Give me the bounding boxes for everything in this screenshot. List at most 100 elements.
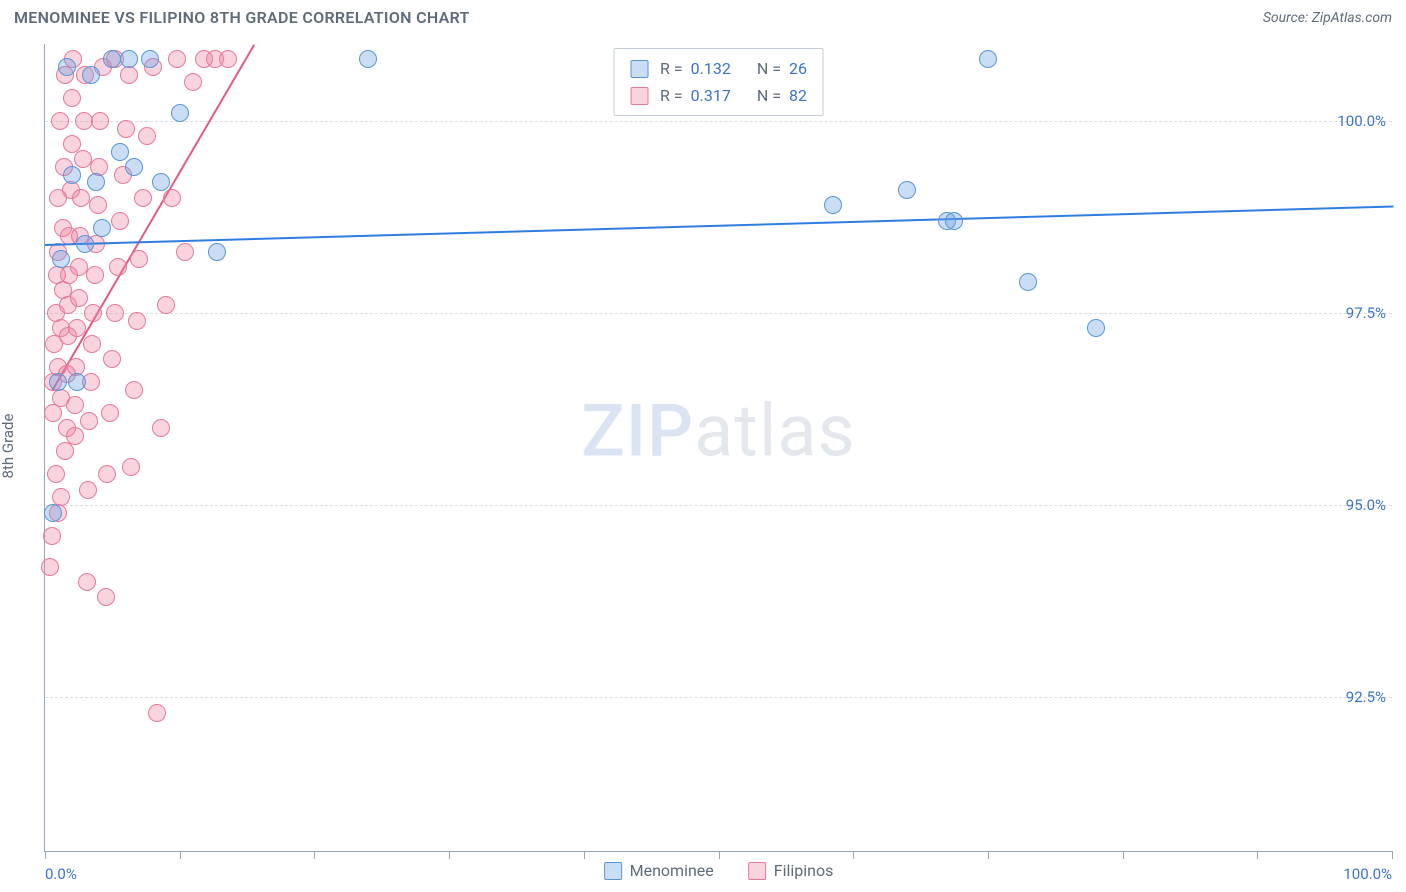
swatch-menominee xyxy=(630,60,648,78)
watermark-zip: ZIP xyxy=(581,389,694,474)
data-point-menominee xyxy=(945,212,963,230)
stat-n-label: N = xyxy=(757,55,781,82)
data-point-filipinos xyxy=(47,465,65,483)
gridline xyxy=(45,697,1392,698)
data-point-filipinos xyxy=(117,120,135,138)
data-point-filipinos xyxy=(148,704,166,722)
series-legend: Menominee Filipinos xyxy=(604,861,834,880)
y-tick-label: 97.5% xyxy=(1346,304,1386,322)
data-point-menominee xyxy=(49,373,67,391)
x-axis-min-label: 0.0% xyxy=(45,865,77,883)
stats-row-filipinos: R = 0.317 N = 82 xyxy=(630,82,807,109)
data-point-menominee xyxy=(63,166,81,184)
data-point-menominee xyxy=(76,235,94,253)
data-point-filipinos xyxy=(56,442,74,460)
data-point-filipinos xyxy=(157,296,175,314)
data-point-menominee xyxy=(87,173,105,191)
y-axis-title: 8th Grade xyxy=(0,414,17,479)
data-point-menominee xyxy=(52,250,70,268)
stat-r-label: R = xyxy=(660,82,683,109)
data-point-filipinos xyxy=(83,335,101,353)
y-tick-label: 100.0% xyxy=(1337,112,1386,130)
data-point-filipinos xyxy=(91,112,109,130)
legend-label: Menominee xyxy=(630,861,714,880)
stat-r-value-menominee: 0.132 xyxy=(691,55,731,82)
x-tick xyxy=(45,851,46,859)
data-point-menominee xyxy=(111,143,129,161)
data-point-filipinos xyxy=(86,266,104,284)
data-point-menominee xyxy=(1019,273,1037,291)
data-point-filipinos xyxy=(152,419,170,437)
x-tick xyxy=(1392,851,1393,859)
x-tick xyxy=(719,851,720,859)
stat-n-label: N = xyxy=(757,82,781,109)
data-point-menominee xyxy=(898,181,916,199)
stat-r-value-filipinos: 0.317 xyxy=(691,82,731,109)
data-point-menominee xyxy=(141,50,159,68)
data-point-filipinos xyxy=(43,527,61,545)
trend-line-filipinos xyxy=(51,45,255,392)
x-tick xyxy=(584,851,585,859)
x-tick xyxy=(1123,851,1124,859)
data-point-filipinos xyxy=(184,73,202,91)
data-point-filipinos xyxy=(68,319,86,337)
data-point-filipinos xyxy=(70,289,88,307)
data-point-filipinos xyxy=(84,304,102,322)
gridline xyxy=(45,505,1392,506)
chart-area: ZIPatlas R = 0.132 N = 26 R = 0.317 N = … xyxy=(44,44,1392,852)
x-tick xyxy=(449,851,450,859)
trend-line-menominee xyxy=(45,206,1393,246)
data-point-filipinos xyxy=(176,243,194,261)
chart-title: MENOMINEE VS FILIPINO 8TH GRADE CORRELAT… xyxy=(14,8,470,27)
data-point-filipinos xyxy=(97,588,115,606)
data-point-filipinos xyxy=(41,558,59,576)
stat-n-value-menominee: 26 xyxy=(789,55,807,82)
data-point-filipinos xyxy=(103,350,121,368)
data-point-menominee xyxy=(68,373,86,391)
data-point-filipinos xyxy=(163,189,181,207)
legend-item-menominee: Menominee xyxy=(604,861,714,880)
y-tick-label: 95.0% xyxy=(1346,496,1386,514)
watermark-atlas: atlas xyxy=(694,389,856,474)
chart-source: Source: ZipAtlas.com xyxy=(1263,10,1392,26)
swatch-filipinos xyxy=(630,87,648,105)
x-tick xyxy=(314,851,315,859)
data-point-filipinos xyxy=(63,89,81,107)
watermark: ZIPatlas xyxy=(581,389,855,474)
data-point-filipinos xyxy=(130,250,148,268)
data-point-filipinos xyxy=(134,189,152,207)
data-point-menominee xyxy=(979,50,997,68)
data-point-menominee xyxy=(359,50,377,68)
data-point-filipinos xyxy=(44,404,62,422)
stat-r-label: R = xyxy=(660,55,683,82)
data-point-filipinos xyxy=(78,573,96,591)
data-point-filipinos xyxy=(80,412,98,430)
data-point-filipinos xyxy=(66,427,84,445)
gridline xyxy=(45,121,1392,122)
data-point-menominee xyxy=(58,58,76,76)
legend-label: Filipinos xyxy=(774,861,834,880)
data-point-filipinos xyxy=(122,458,140,476)
data-point-menominee xyxy=(1087,319,1105,337)
data-point-menominee xyxy=(125,158,143,176)
plot-region: ZIPatlas R = 0.132 N = 26 R = 0.317 N = … xyxy=(44,44,1392,852)
x-tick xyxy=(1257,851,1258,859)
data-point-filipinos xyxy=(120,66,138,84)
swatch-filipinos xyxy=(748,862,766,880)
stat-n-value-filipinos: 82 xyxy=(789,82,807,109)
data-point-filipinos xyxy=(111,212,129,230)
data-point-menominee xyxy=(824,196,842,214)
data-point-menominee xyxy=(44,504,62,522)
x-tick xyxy=(988,851,989,859)
data-point-filipinos xyxy=(98,465,116,483)
data-point-filipinos xyxy=(219,50,237,68)
data-point-filipinos xyxy=(168,50,186,68)
data-point-filipinos xyxy=(51,112,69,130)
data-point-filipinos xyxy=(101,404,119,422)
x-tick xyxy=(853,851,854,859)
data-point-filipinos xyxy=(106,304,124,322)
x-tick xyxy=(180,851,181,859)
y-tick-label: 92.5% xyxy=(1346,688,1386,706)
chart-header: MENOMINEE VS FILIPINO 8TH GRADE CORRELAT… xyxy=(0,0,1406,31)
data-point-filipinos xyxy=(66,396,84,414)
